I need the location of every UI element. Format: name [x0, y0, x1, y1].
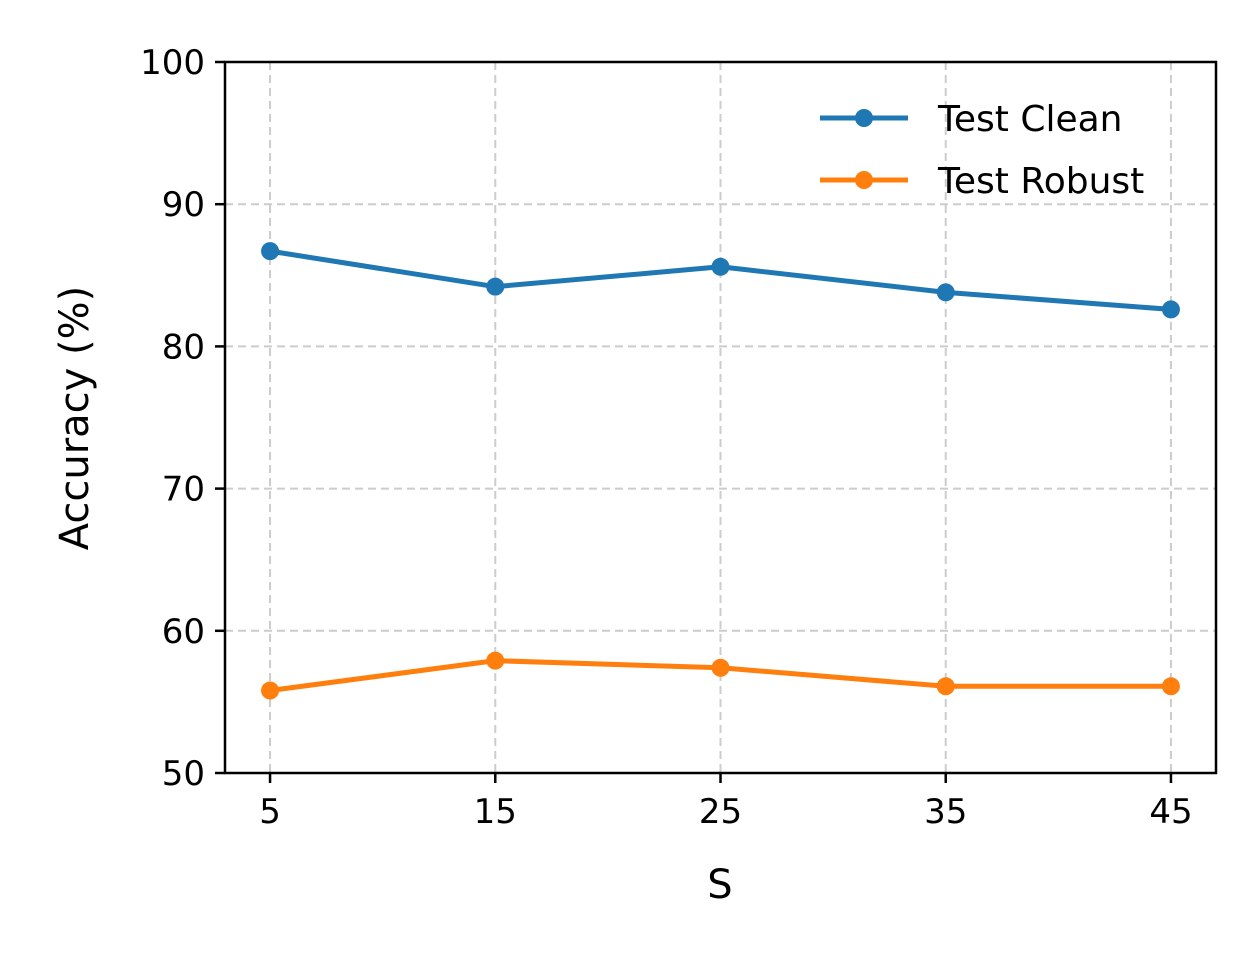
- legend-label: Test Robust: [937, 161, 1144, 202]
- y-tick-label: 60: [162, 612, 205, 652]
- test-clean-point: [261, 242, 280, 261]
- legend-swatch-marker: [855, 171, 873, 189]
- legend-swatch-marker: [855, 109, 873, 127]
- y-tick-label: 100: [140, 43, 205, 83]
- grid: [225, 62, 1216, 773]
- legend-item-test-clean: Test Clean: [820, 99, 1123, 140]
- x-tick-label: 5: [259, 792, 281, 832]
- y-axis-ticks: 50 60 70 80 90 100: [140, 43, 225, 794]
- x-tick-label: 15: [474, 792, 517, 832]
- test-robust-point: [486, 651, 505, 670]
- test-clean-point: [1161, 300, 1180, 319]
- test-clean-point: [936, 283, 955, 302]
- test-clean-point: [486, 277, 505, 296]
- y-axis-label: Accuracy (%): [52, 286, 98, 551]
- legend-label: Test Clean: [937, 99, 1123, 140]
- y-tick-label: 80: [162, 327, 205, 367]
- legend: Test Clean Test Robust: [820, 99, 1144, 202]
- y-tick-label: 50: [162, 754, 205, 794]
- series-group: [261, 242, 1180, 700]
- x-tick-label: 45: [1149, 792, 1192, 832]
- test-robust-point: [261, 681, 280, 700]
- test-clean-point: [711, 257, 730, 276]
- x-axis-ticks: 5 15 25 35 45: [259, 773, 1193, 832]
- legend-item-test-robust: Test Robust: [820, 161, 1144, 202]
- test-robust-point: [711, 658, 730, 677]
- x-axis-label: S: [707, 862, 732, 908]
- test-robust-point: [936, 677, 955, 696]
- test-robust-point: [1161, 677, 1180, 696]
- y-tick-label: 70: [162, 470, 205, 510]
- y-tick-label: 90: [162, 185, 205, 225]
- x-tick-label: 25: [699, 792, 742, 832]
- x-tick-label: 35: [924, 792, 967, 832]
